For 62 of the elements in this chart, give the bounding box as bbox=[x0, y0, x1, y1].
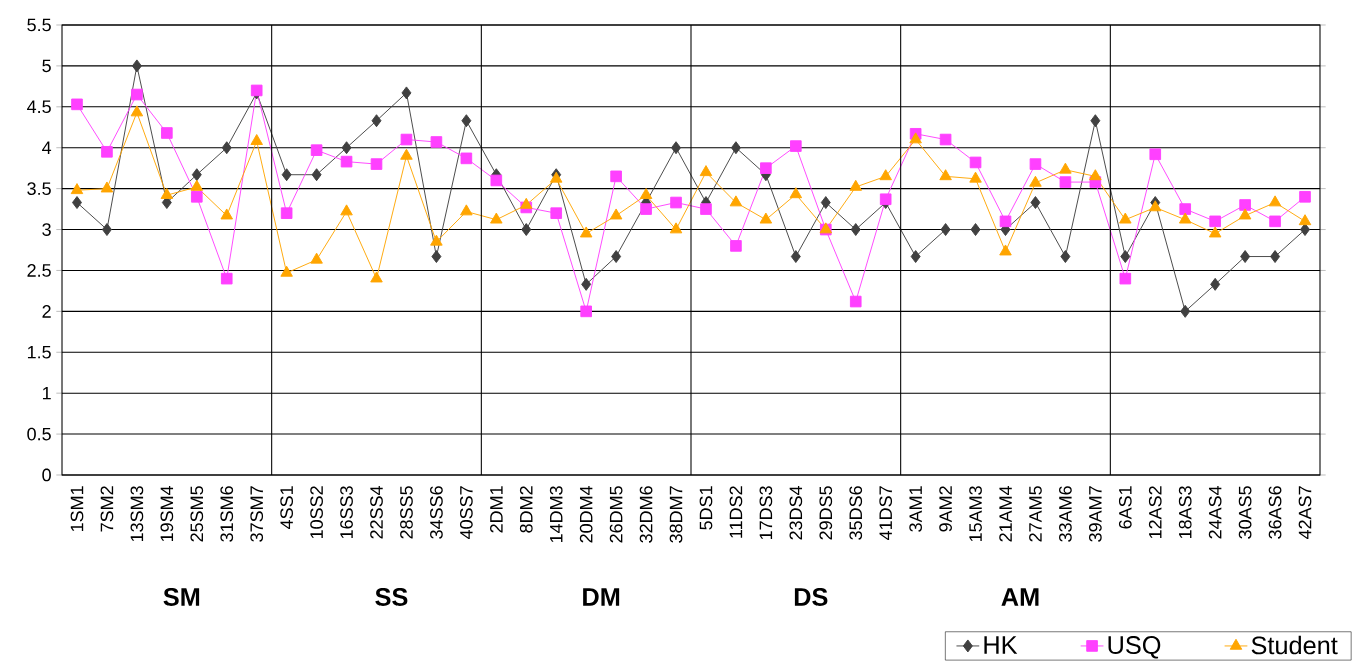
x-tick-label: 22SS4 bbox=[370, 485, 383, 539]
x-tick-label: 39AM7 bbox=[1088, 486, 1102, 542]
x-tick-label: 12AS2 bbox=[1148, 486, 1162, 539]
x-tick-label: 10SS2 bbox=[310, 486, 323, 539]
x-tick-label: 32DM6 bbox=[639, 486, 653, 543]
x-tick-label: 5DS1 bbox=[699, 486, 713, 530]
x-tick-label: 16SS3 bbox=[340, 486, 353, 539]
x-tick-label: 19SM4 bbox=[160, 485, 174, 542]
y-tick-label: 3 bbox=[42, 223, 51, 236]
y-tick-label: 5 bbox=[42, 59, 51, 73]
x-tick-label: 6AS1 bbox=[1118, 486, 1132, 529]
x-tick-label: 40SS7 bbox=[459, 486, 473, 540]
text: SM bbox=[163, 588, 200, 606]
y-tick-label: 2 bbox=[42, 305, 51, 318]
x-tick-label: 18AS3 bbox=[1178, 486, 1192, 539]
text: SS bbox=[375, 588, 408, 606]
x-tick-label: 29DS5 bbox=[819, 486, 833, 540]
x-tick-label: 3AM1 bbox=[909, 486, 923, 532]
x-tick-label: 17DS3 bbox=[759, 486, 773, 540]
y-tick-label: 4 bbox=[42, 141, 52, 154]
x-tick-label: 11DS2 bbox=[729, 486, 743, 538]
x-tick-label: 2DM1 bbox=[490, 486, 503, 533]
legend-label: USQ bbox=[1108, 636, 1161, 659]
y-tick-label: 4.5 bbox=[27, 100, 51, 114]
x-tick-label: 13SM3 bbox=[130, 486, 144, 542]
text: DM bbox=[583, 588, 620, 606]
x-tick-label: 33AM6 bbox=[1059, 486, 1072, 542]
x-tick-label: 1SM1 bbox=[70, 486, 84, 532]
x-tick-label: 31SM6 bbox=[220, 486, 234, 542]
x-tick-label: 30AS5 bbox=[1238, 486, 1252, 539]
text: DS bbox=[794, 588, 828, 606]
x-tick-label: 25SM5 bbox=[190, 486, 204, 542]
x-tick-label: 23DS4 bbox=[789, 485, 803, 540]
x-tick-label: 37SM7 bbox=[250, 486, 264, 542]
x-tick-label: 34SS6 bbox=[430, 486, 443, 539]
legend-label: HK bbox=[984, 636, 1018, 654]
x-tick-label: 24AS4 bbox=[1208, 485, 1222, 539]
y-tick-label: 0.5 bbox=[27, 427, 51, 441]
y-tick-label: 1 bbox=[42, 386, 51, 400]
x-tick-label: 20DM4 bbox=[579, 485, 593, 543]
x-tick-label: 27AM5 bbox=[1029, 486, 1042, 542]
x-tick-label: 36AS6 bbox=[1268, 486, 1282, 539]
x-tick-label: 15AM3 bbox=[969, 486, 982, 542]
y-tick-label: 5.5 bbox=[27, 18, 51, 32]
y-tick-label: 2.5 bbox=[27, 264, 51, 277]
x-tick-label: 42AS7 bbox=[1298, 486, 1312, 540]
x-tick-label: 41DS7 bbox=[879, 486, 893, 541]
x-tick-label: 7SM2 bbox=[100, 486, 114, 532]
x-tick-label: 14DM3 bbox=[549, 486, 563, 543]
x-tick-label: 9AM2 bbox=[939, 486, 952, 532]
x-tick-label: 38DM7 bbox=[669, 486, 683, 543]
y-tick-label: 1.5 bbox=[27, 345, 51, 359]
x-tick-label: 21AM4 bbox=[999, 485, 1012, 542]
text: AM bbox=[1001, 588, 1039, 606]
x-tick-label: 4SS1 bbox=[280, 486, 294, 529]
y-tick-label: 3.5 bbox=[27, 182, 51, 195]
x-tick-label: 35DS6 bbox=[849, 486, 863, 540]
x-tick-label: 8DM2 bbox=[519, 486, 533, 533]
legend-label: Student bbox=[1251, 635, 1338, 655]
x-tick-label: 28SS5 bbox=[400, 486, 413, 539]
y-tick-label: 0 bbox=[42, 468, 51, 482]
x-tick-label: 26DM5 bbox=[609, 486, 623, 543]
